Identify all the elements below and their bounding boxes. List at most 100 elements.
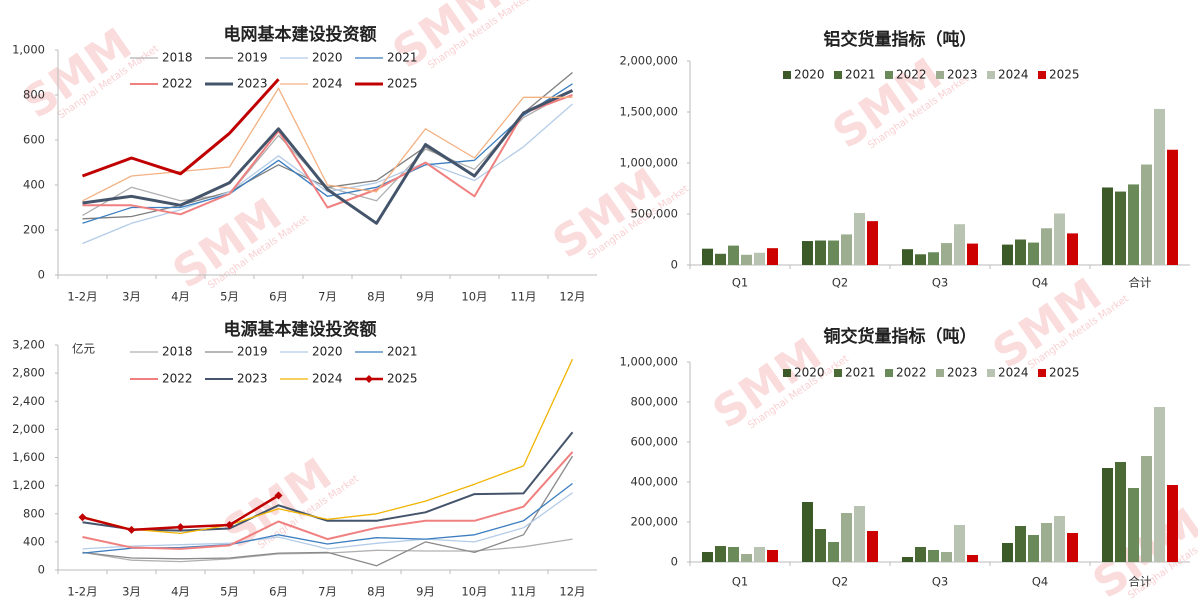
y-axis-label: 亿元 xyxy=(72,342,95,356)
bar xyxy=(967,555,978,562)
bar xyxy=(1128,184,1139,265)
legend-label: 2024 xyxy=(312,77,343,91)
bar xyxy=(1115,191,1126,265)
legend-label: 2024 xyxy=(998,68,1029,82)
legend-label: 2023 xyxy=(237,372,268,386)
bar xyxy=(1041,523,1052,562)
bar xyxy=(854,212,865,265)
bar xyxy=(728,245,739,265)
series-line xyxy=(82,455,574,567)
x-tick-label: 5月 xyxy=(220,290,239,304)
bar xyxy=(1102,187,1113,265)
x-tick-label: 7月 xyxy=(318,585,337,599)
legend-label: 2024 xyxy=(998,366,1029,380)
x-tick-label: 3月 xyxy=(122,585,141,599)
bar xyxy=(915,547,926,562)
y-tick-label: 1,600 xyxy=(12,450,45,464)
y-tick-label: 0 xyxy=(38,268,45,282)
x-tick-label: 4月 xyxy=(171,585,190,599)
legend-label: 2023 xyxy=(947,68,978,82)
legend-label: 2023 xyxy=(947,366,978,380)
legend-swatch xyxy=(783,71,791,79)
bar xyxy=(867,221,878,265)
bar xyxy=(928,252,939,265)
bar xyxy=(928,550,939,562)
bar xyxy=(802,241,813,265)
legend-swatch xyxy=(834,369,842,377)
bar xyxy=(1102,468,1113,562)
y-tick-label: 0 xyxy=(671,555,678,569)
y-tick-label: 800 xyxy=(23,506,45,520)
x-tick-label: 9月 xyxy=(416,290,435,304)
x-tick-label: Q2 xyxy=(832,276,848,290)
legend-label: 2018 xyxy=(162,51,193,65)
bar xyxy=(1015,526,1026,562)
legend-label: 2020 xyxy=(794,68,825,82)
x-tick-label: 合计 xyxy=(1129,575,1152,589)
bar xyxy=(941,243,952,265)
bar xyxy=(702,248,713,265)
chart-title: 铜交货量指标（吨） xyxy=(824,326,977,347)
bar xyxy=(954,224,965,265)
x-tick-label: 10月 xyxy=(461,290,487,304)
legend-swatch xyxy=(987,369,995,377)
bar xyxy=(841,513,852,562)
bar xyxy=(967,243,978,265)
bar xyxy=(828,542,839,562)
series-line xyxy=(82,94,573,216)
bar xyxy=(854,506,865,562)
bar xyxy=(754,252,765,265)
legend-marker xyxy=(365,375,373,383)
y-tick-label: 1,000 xyxy=(12,43,45,57)
y-tick-label: 1,500,000 xyxy=(619,105,678,119)
x-tick-label: 8月 xyxy=(367,585,386,599)
y-tick-label: 800,000 xyxy=(630,395,678,409)
legend-swatch xyxy=(783,369,791,377)
y-tick-label: 400,000 xyxy=(630,475,678,489)
chart-title: 电源基本建设投资额 xyxy=(224,319,377,340)
legend-label: 2023 xyxy=(237,77,268,91)
x-tick-label: Q2 xyxy=(832,575,848,589)
bar xyxy=(1141,456,1152,562)
legend-label: 2021 xyxy=(845,68,876,82)
y-tick-label: 500,000 xyxy=(630,207,678,221)
legend-swatch xyxy=(885,71,893,79)
bar xyxy=(802,502,813,562)
point-marker xyxy=(78,513,87,522)
series-line xyxy=(82,431,574,532)
bar xyxy=(741,254,752,265)
x-tick-label: 6月 xyxy=(269,290,288,304)
series-line xyxy=(82,83,573,224)
x-tick-label: 4月 xyxy=(171,290,190,304)
series-line xyxy=(82,358,574,535)
x-tick-label: 9月 xyxy=(416,585,435,599)
bar xyxy=(828,240,839,265)
bar xyxy=(954,525,965,562)
legend-label: 2025 xyxy=(387,372,418,386)
x-tick-label: 合计 xyxy=(1129,276,1152,290)
x-tick-label: 12月 xyxy=(559,290,585,304)
bar xyxy=(815,240,826,265)
legend-label: 2022 xyxy=(896,68,927,82)
bar xyxy=(941,552,952,562)
x-tick-label: 8月 xyxy=(367,290,386,304)
chart: 铝交货量指标（吨） 0 500,000 1,000,000 1,500,000 2,000… xyxy=(619,29,1190,290)
x-tick-label: 6月 xyxy=(269,585,288,599)
y-tick-label: 1,000,000 xyxy=(619,355,678,369)
y-tick-label: 1,000,000 xyxy=(619,156,678,170)
point-marker xyxy=(127,525,136,534)
y-tick-label: 800 xyxy=(23,88,45,102)
chart-title: 电网基本建设投资额 xyxy=(224,24,377,45)
legend-label: 2019 xyxy=(237,345,268,359)
series-line xyxy=(82,538,573,563)
legend-label: 2022 xyxy=(896,366,927,380)
bar xyxy=(1115,462,1126,562)
legend-label: 2025 xyxy=(1049,68,1080,82)
bar xyxy=(767,248,778,265)
bar xyxy=(1154,407,1165,562)
legend-label: 2020 xyxy=(312,51,343,65)
y-tick-label: 2,800 xyxy=(12,366,45,380)
y-tick-label: 1,200 xyxy=(12,478,45,492)
